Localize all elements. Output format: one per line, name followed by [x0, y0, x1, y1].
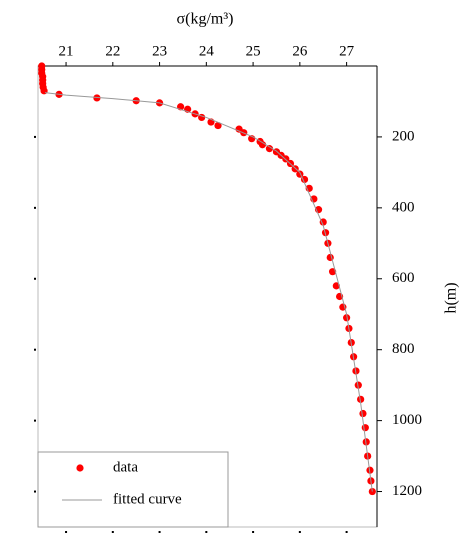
data-point [258, 141, 267, 149]
x-tick-label: 22 [105, 43, 120, 59]
x-tick-label: 24 [199, 43, 215, 59]
legend-box [37, 451, 229, 528]
data-point [343, 314, 351, 322]
y-tick-label: 200 [392, 128, 415, 144]
x-tick-label: 26 [292, 43, 308, 59]
data-point [214, 121, 222, 130]
data-point [300, 175, 309, 184]
data-point [332, 282, 340, 290]
data-point [357, 395, 365, 403]
x-tick-label: 27 [339, 43, 355, 59]
y-tick-label: 1000 [392, 412, 422, 428]
data-point [328, 268, 337, 276]
y-tick-label: 400 [392, 199, 415, 215]
chart-title: σ(kg/m³) [177, 11, 234, 28]
y-axis-label: h(m) [443, 282, 460, 313]
fitted-line [44, 92, 373, 492]
y-tick-label: 800 [392, 341, 415, 357]
x-tick-label: 21 [59, 43, 74, 59]
legend-label: data [113, 459, 138, 475]
data-point [319, 218, 327, 226]
x-tick-label: 23 [152, 43, 167, 59]
data-point [361, 424, 369, 432]
y-tick-label: 600 [392, 270, 415, 286]
x-tick-label: 25 [246, 43, 261, 59]
legend-label: fitted curve [113, 491, 182, 507]
data-point [359, 409, 367, 418]
data-point [265, 145, 274, 153]
data-point [40, 87, 48, 95]
legend-marker [76, 464, 84, 472]
y-tick-label: 1200 [392, 483, 422, 499]
